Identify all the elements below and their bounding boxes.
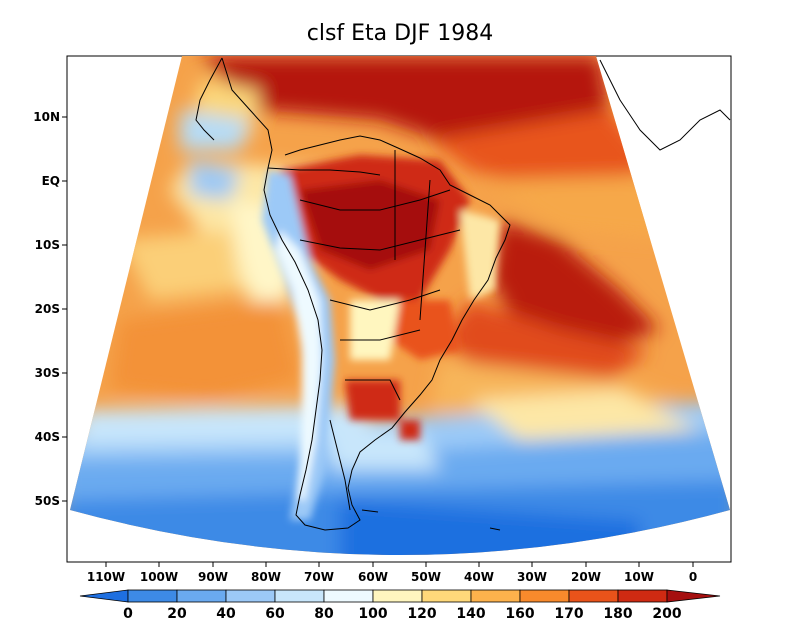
colorbar-swatch xyxy=(176,589,227,603)
lat-label: 20S xyxy=(35,302,60,316)
lat-label: EQ xyxy=(42,174,60,188)
lon-label: 60W xyxy=(358,570,388,584)
lat-label: 30S xyxy=(35,366,60,380)
lon-label: 100W xyxy=(140,570,178,584)
lat-label: 10N xyxy=(33,110,60,124)
lon-label: 110W xyxy=(87,570,125,584)
colorbar xyxy=(79,589,721,603)
lon-label: 80W xyxy=(251,570,281,584)
lat-label: 10S xyxy=(35,238,60,252)
colorbar-swatch xyxy=(127,589,178,603)
colorbar-label: 0 xyxy=(123,606,133,618)
colorbar-swatch xyxy=(519,589,570,603)
colorbar-overflow xyxy=(666,589,721,603)
colorbar-swatch xyxy=(225,589,276,603)
colorbar-swatch xyxy=(323,589,374,603)
colorbar-swatch xyxy=(372,589,423,603)
colorbar-swatch xyxy=(568,589,619,603)
colorbar-swatch xyxy=(274,589,325,603)
colorbar-swatch xyxy=(421,589,472,603)
latitude-labels: 10N EQ 10S 20S 30S 40S 50S xyxy=(33,110,67,508)
lon-label: 90W xyxy=(198,570,228,584)
lon-label: 70W xyxy=(304,570,334,584)
lon-label: 50W xyxy=(411,570,441,584)
colorbar-label: 20 xyxy=(167,606,187,618)
map-title: clsf Eta DJF 1984 xyxy=(307,21,493,46)
colorbar-label: 200 xyxy=(652,606,681,618)
coastlines xyxy=(195,57,731,531)
colorbar-label: 170 xyxy=(554,606,583,618)
colorbar-label: 120 xyxy=(407,606,436,618)
colorbar-label: 80 xyxy=(314,606,334,618)
colorbar-label: 160 xyxy=(505,606,534,618)
colorbar-label: 100 xyxy=(358,606,387,618)
colorbar-underflow xyxy=(79,589,129,603)
colorbar-label: 60 xyxy=(265,606,285,618)
colorbar-label: 180 xyxy=(603,606,632,618)
colorbar-swatch xyxy=(617,589,668,603)
colorbar-swatch xyxy=(470,589,521,603)
lon-label: 40W xyxy=(464,570,494,584)
colorbar-label: 140 xyxy=(456,606,485,618)
colorbar-label: 40 xyxy=(216,606,236,618)
longitude-labels: 110W 100W 90W 80W 70W 60W 50W 40W 30W 20… xyxy=(87,562,697,584)
lon-label: 10W xyxy=(624,570,654,584)
lon-label: 20W xyxy=(571,570,601,584)
lon-label: 30W xyxy=(517,570,547,584)
lat-label: 40S xyxy=(35,430,60,444)
colorbar-labels: 0 20 40 60 80 100 120 140 160 170 180 20… xyxy=(123,606,682,618)
lon-label: 0 xyxy=(689,570,697,584)
lat-label: 50S xyxy=(35,494,60,508)
